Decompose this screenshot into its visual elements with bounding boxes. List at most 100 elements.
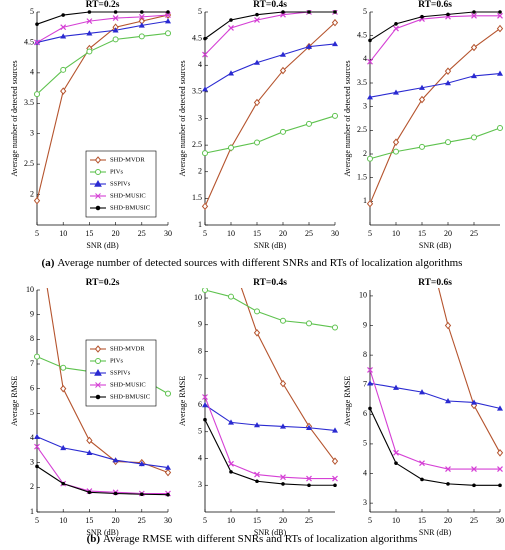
chart-title: RT=0.4s [253, 0, 287, 10]
legend: SHD-MVDR PIVs SSPIVs SHD-MUSIC SHD-BMUSIC [85, 339, 157, 407]
y-tick-label: 5 [363, 439, 367, 448]
series-line [204, 419, 335, 486]
marker [138, 460, 145, 467]
marker [392, 138, 400, 146]
marker [497, 70, 503, 76]
y-axis-label: Average RMSE [343, 376, 352, 426]
marker [60, 24, 67, 31]
y-tick-label: 1.5 [357, 172, 367, 181]
chart-title: RT=0.6s [418, 278, 452, 288]
marker [254, 422, 260, 428]
marker [497, 124, 503, 131]
marker [367, 58, 373, 65]
series-line [36, 11, 168, 25]
caption-label: (b) [87, 533, 101, 545]
y-tick-label: 3.5 [192, 87, 202, 96]
series-line [369, 72, 501, 98]
x-tick-label: 30 [164, 229, 172, 238]
marker [280, 51, 286, 57]
series-line [204, 11, 335, 55]
series-line [204, 404, 336, 431]
marker [331, 457, 339, 465]
y-tick-label: 1 [198, 220, 202, 229]
marker [471, 466, 477, 473]
marker [280, 128, 286, 135]
y-tick-label: 4 [198, 60, 202, 69]
x-tick-label: 5 [368, 229, 372, 238]
marker [166, 10, 170, 14]
series-line [204, 43, 336, 90]
marker [112, 36, 119, 43]
marker [306, 475, 312, 482]
marker [60, 444, 67, 451]
marker [367, 155, 373, 162]
subplot: RT=0.6s 3 4 5 6 7 8 9 10 5 10 15 20 25 30 SNR (dB) Avera… [343, 278, 504, 537]
marker [253, 329, 261, 337]
series-line [36, 465, 169, 496]
marker [35, 22, 39, 26]
marker [60, 33, 67, 39]
x-tick-label: 10 [59, 229, 67, 238]
marker [332, 427, 338, 433]
marker [228, 419, 234, 425]
marker [393, 148, 399, 155]
marker [255, 479, 259, 484]
marker [279, 66, 287, 75]
x-tick-label: 15 [418, 229, 426, 238]
marker [165, 390, 171, 397]
x-axis-label: SNR (dB) [254, 528, 287, 537]
marker [86, 30, 93, 36]
x-tick-label: 10 [227, 516, 235, 525]
marker [332, 324, 338, 331]
y-axis-label: Average number of detected sources [178, 60, 187, 176]
marker [393, 89, 399, 95]
marker [165, 30, 171, 37]
series-line [204, 11, 335, 40]
marker [332, 112, 338, 119]
marker [112, 27, 119, 33]
marker [255, 12, 259, 17]
marker [420, 477, 424, 482]
legend-label: SHD-MUSIC [110, 192, 146, 199]
caption-a: (a) Average number of detected sources wi… [42, 257, 463, 269]
x-axis-label: SNR (dB) [419, 241, 452, 250]
marker [166, 492, 170, 497]
marker [444, 67, 452, 75]
legend-marker [94, 368, 102, 376]
subplot: RT=0.6s 1 1.5 2 2.5 3 3.5 4 4.5 5 5 10 15 20 25 SNR (dB… [343, 0, 504, 250]
series-line [204, 289, 336, 328]
x-tick-label: 15 [253, 229, 261, 238]
x-tick-label: 30 [496, 516, 504, 525]
marker [164, 468, 172, 477]
y-axis-label: Average RMSE [10, 376, 19, 426]
plot-area [366, 10, 504, 208]
x-tick-label: 25 [470, 516, 478, 525]
x-tick-label: 20 [279, 516, 287, 525]
plot-area [202, 288, 339, 488]
marker [60, 87, 67, 95]
x-tick-label: 25 [470, 229, 478, 238]
marker [113, 10, 118, 14]
marker [333, 483, 337, 488]
marker [419, 143, 425, 150]
y-tick-label: 4 [30, 433, 34, 442]
marker [202, 402, 208, 408]
marker [34, 433, 40, 439]
y-tick-label: 5 [198, 7, 202, 16]
series-line [36, 436, 169, 469]
marker [60, 66, 67, 73]
series-line [369, 127, 501, 160]
legend-marker [95, 205, 101, 211]
marker [471, 399, 477, 405]
x-tick-label: 10 [59, 516, 67, 525]
series-line [369, 408, 500, 486]
marker [471, 134, 477, 141]
x-tick-label: 15 [253, 516, 261, 525]
legend-marker [95, 193, 101, 199]
y-tick-label: 3.5 [357, 78, 367, 87]
marker [280, 423, 286, 429]
legend-label: SHD-MVDR [110, 345, 145, 352]
marker [228, 460, 234, 467]
y-tick-label: 10 [194, 293, 202, 302]
legend-label: SSPIVs [110, 180, 131, 187]
